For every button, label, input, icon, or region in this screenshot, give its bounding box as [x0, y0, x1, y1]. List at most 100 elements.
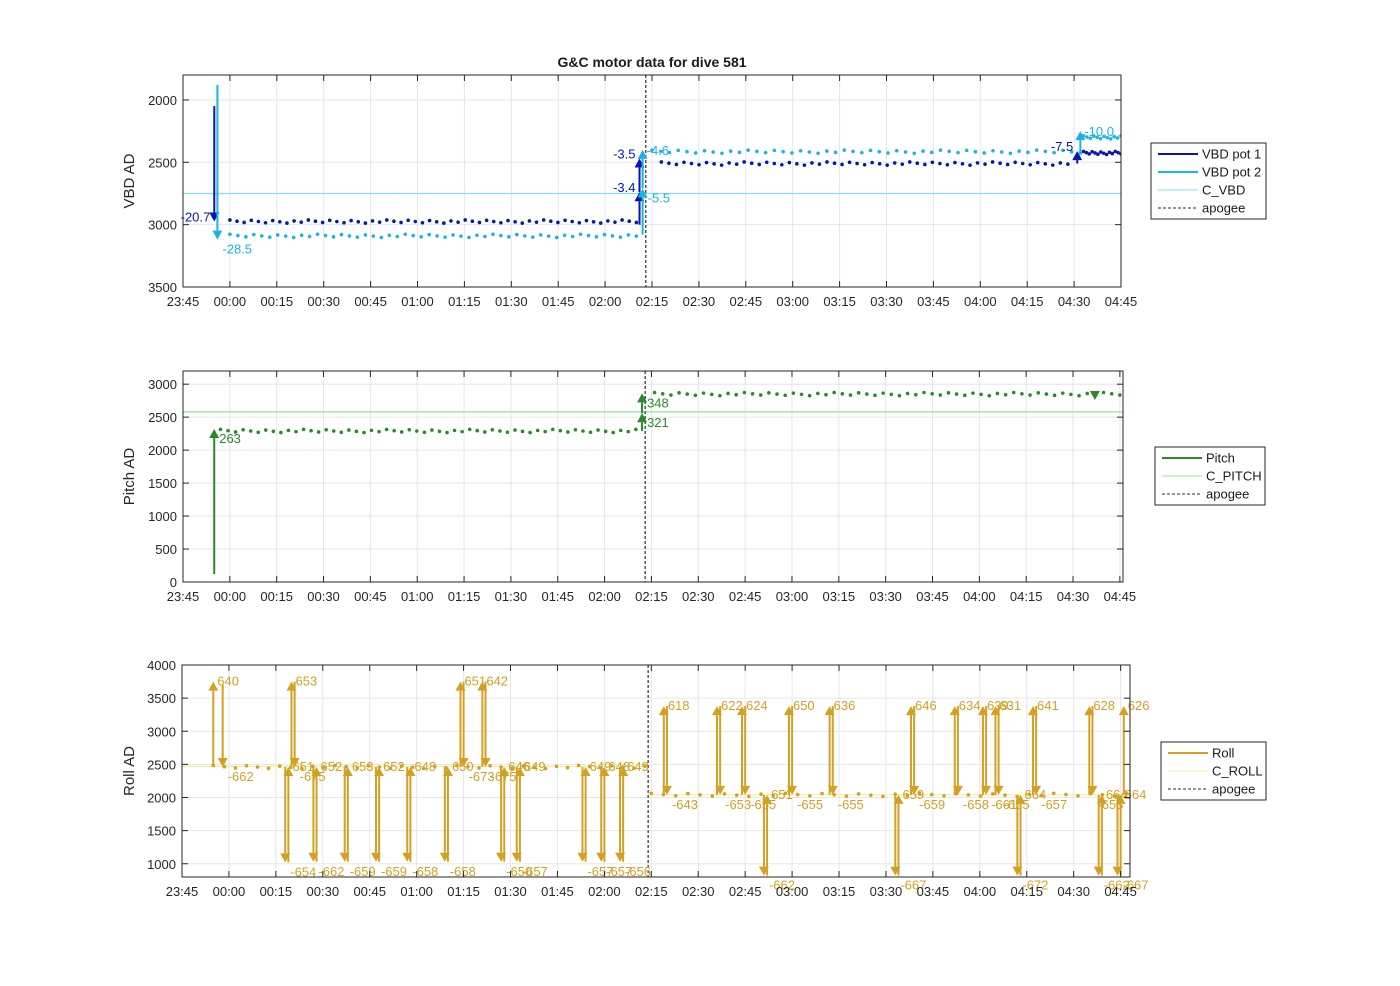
arrow-label: 640 — [217, 674, 239, 689]
arrow-label: -659 — [381, 864, 407, 879]
data-point — [621, 765, 625, 769]
data-point — [244, 235, 248, 239]
arrow-label: 659 — [902, 787, 924, 802]
data-point — [975, 161, 980, 165]
data-point — [543, 766, 548, 771]
data-point — [1090, 149, 1094, 154]
data-point — [658, 149, 663, 154]
data-point — [667, 161, 671, 166]
data-point — [855, 161, 859, 166]
arrow-label: -653 — [725, 797, 751, 812]
data-point — [558, 428, 563, 433]
data-point — [1108, 137, 1113, 141]
data-point — [881, 391, 885, 395]
arrow-head — [1015, 794, 1026, 804]
arrow-label: -656 — [625, 864, 651, 879]
arrow-label: 624 — [746, 698, 768, 713]
data-point — [437, 429, 442, 434]
x-tick-label: 02:00 — [588, 589, 621, 604]
arrow-label: 649 — [524, 759, 546, 774]
data-point — [685, 392, 690, 396]
x-tick-label: 04:45 — [1105, 294, 1138, 309]
data-point — [294, 429, 298, 434]
data-point — [832, 161, 837, 166]
arrow-label: 651 — [292, 759, 314, 774]
arrow-label: -667 — [1122, 878, 1148, 893]
arrow-head — [762, 794, 773, 804]
data-point — [466, 764, 470, 769]
arrow-head — [1089, 391, 1100, 401]
data-point — [947, 149, 952, 154]
data-point — [430, 428, 434, 432]
data-point — [892, 161, 897, 165]
data-point — [331, 429, 336, 433]
data-point — [347, 428, 351, 432]
data-point — [1116, 150, 1120, 155]
x-tick-label: 02:15 — [635, 589, 668, 604]
arrow-label: 652 — [383, 759, 405, 774]
arrow-label: 628 — [1093, 698, 1115, 713]
data-point — [1069, 392, 1073, 397]
data-point — [626, 429, 631, 434]
arrow-head — [1096, 794, 1107, 804]
arrow-head — [480, 758, 491, 768]
data-point — [507, 235, 511, 239]
arrow: -659 — [909, 706, 945, 812]
arrow: -7.5 — [1051, 139, 1083, 164]
arrow: -656 — [615, 767, 651, 879]
data-point — [712, 162, 716, 166]
data-point — [1107, 150, 1112, 155]
data-point — [1020, 161, 1025, 166]
data-point — [331, 235, 336, 239]
data-point — [506, 218, 510, 223]
arrow-head — [1031, 785, 1042, 795]
arrow: -662 — [1093, 794, 1130, 893]
data-point — [315, 232, 320, 237]
data-point — [606, 219, 610, 223]
data-point — [543, 429, 548, 434]
data-point — [562, 233, 567, 238]
data-point — [978, 794, 983, 798]
data-point — [755, 149, 759, 154]
data-point — [587, 764, 592, 769]
x-tick-label: 03:15 — [823, 884, 856, 899]
data-point — [463, 218, 468, 222]
data-point — [726, 391, 730, 396]
arrow: -662 — [308, 767, 344, 879]
data-point — [395, 234, 400, 239]
data-point — [522, 234, 527, 238]
data-point — [795, 792, 800, 797]
x-tick-label: 03:00 — [776, 589, 809, 604]
arrow-head — [208, 681, 219, 691]
legend-label: Pitch — [1206, 451, 1235, 466]
arrow-head — [827, 785, 838, 795]
arrow: 659 — [893, 787, 924, 876]
arrow-head — [283, 767, 294, 777]
data-point — [411, 233, 416, 238]
data-point — [299, 220, 304, 224]
data-point — [467, 235, 471, 240]
arrow-label: 634 — [959, 698, 981, 713]
data-point — [758, 393, 763, 397]
data-point — [710, 794, 715, 798]
data-point — [764, 160, 769, 165]
arrow: -672 — [1012, 794, 1048, 893]
arrow-head — [1118, 706, 1129, 716]
arrow: 651 — [762, 787, 793, 876]
data-point — [783, 393, 787, 398]
arrow-label: -4.6 — [647, 143, 669, 158]
y-tick-label: 2000 — [148, 93, 177, 108]
arrow: -28.5 — [212, 84, 252, 257]
y-tick-label: 2500 — [148, 155, 177, 170]
y-tick-label: 3000 — [147, 724, 176, 739]
data-point — [686, 791, 690, 796]
data-point — [676, 148, 681, 153]
data-point — [316, 430, 321, 434]
arrow-label: 664 — [1125, 787, 1147, 802]
arrow-label: 642 — [486, 674, 508, 689]
data-point — [550, 427, 555, 432]
data-point — [366, 763, 371, 768]
data-point — [403, 232, 408, 237]
data-point — [354, 429, 359, 434]
